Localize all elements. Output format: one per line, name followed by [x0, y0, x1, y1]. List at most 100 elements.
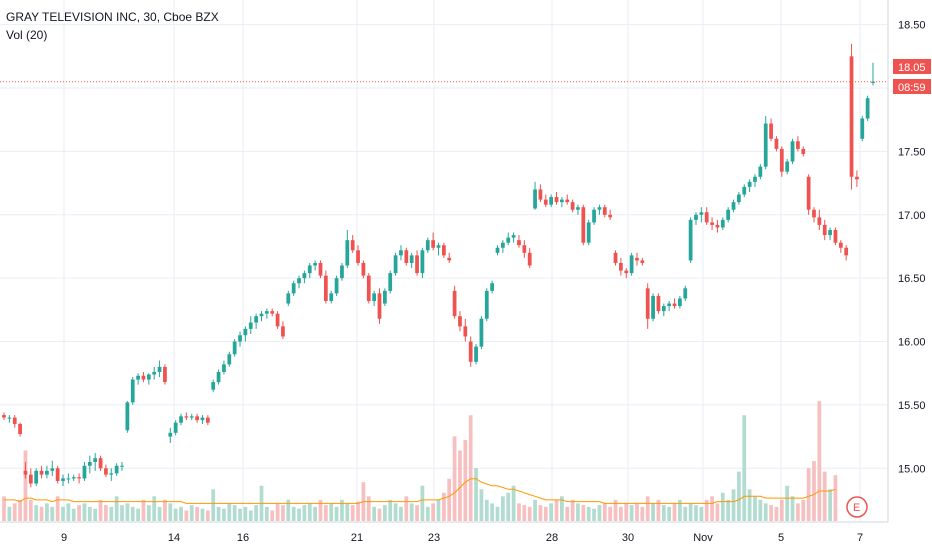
candle-body [844, 247, 849, 256]
last-price-tag-bg [893, 59, 931, 74]
volume-bar [602, 503, 607, 521]
volume-bar [179, 506, 183, 521]
volume-bar [538, 505, 543, 521]
volume-bar [576, 503, 580, 521]
volume-bar [570, 499, 575, 521]
candle-body [205, 417, 210, 423]
candle-body [458, 316, 462, 327]
volume-bar [297, 508, 301, 521]
candle-body [323, 275, 328, 301]
candle-body [742, 186, 747, 195]
volume-bar [581, 505, 586, 521]
candle-body [710, 222, 714, 225]
volume-bar [790, 496, 795, 521]
candle-body [645, 288, 650, 319]
candle-body [833, 230, 838, 243]
candle-body [479, 318, 484, 347]
volume-bars [2, 401, 838, 521]
volume-bar [527, 506, 532, 521]
volume-bar [812, 461, 816, 521]
volume-bar [763, 503, 768, 521]
volume-bar [71, 508, 76, 521]
earnings-icon[interactable] [846, 496, 868, 518]
volume-bar [415, 505, 419, 521]
candle-body [581, 207, 586, 243]
candle-body [318, 262, 323, 276]
x-tick-label: 7 [857, 532, 863, 544]
volume-bar [720, 492, 725, 521]
volume-bar [340, 499, 344, 521]
candle-body [425, 240, 430, 251]
candle-body [281, 326, 285, 337]
volume-bar [399, 506, 403, 521]
candle-body [801, 148, 806, 154]
candle-body [769, 123, 773, 139]
candle-body [200, 417, 205, 421]
candle-body [334, 278, 339, 294]
volume-bar [420, 485, 425, 521]
candle-body [136, 375, 140, 380]
volume-bar [441, 492, 446, 521]
candle-body [543, 199, 548, 205]
candle-body [720, 219, 725, 228]
volume-bar [264, 506, 269, 521]
volume-bar [286, 499, 291, 521]
candle-body [125, 402, 130, 431]
candle-body [624, 270, 629, 274]
volume-bar [801, 499, 806, 521]
volume-bar [393, 503, 398, 521]
volume-bar [114, 496, 119, 521]
volume-bar [425, 506, 430, 521]
time-axis[interactable]: 9 14 16 21 23 28 30 Nov 5 7 [0, 521, 888, 544]
candle-body [538, 189, 543, 200]
candlestick-series [2, 43, 875, 488]
candle-body [302, 273, 307, 279]
candle-body [350, 240, 355, 251]
grid-lines [0, 0, 887, 522]
candle-body [168, 432, 173, 437]
volume-bar [152, 496, 157, 521]
candle-body [313, 262, 318, 266]
candle-body [586, 222, 591, 243]
candle-body [173, 422, 178, 433]
volume-bar [291, 506, 296, 521]
volume-bar [688, 503, 693, 521]
candle-body [500, 242, 505, 248]
candle-body [340, 265, 344, 279]
volume-bar [774, 506, 779, 521]
candle-body [570, 202, 575, 210]
candle-body [297, 278, 301, 284]
volume-bar [737, 471, 741, 521]
volume-bar [275, 503, 280, 521]
volume-bar [232, 505, 237, 521]
volume-indicator-label[interactable]: Vol (20) [6, 28, 48, 42]
volume-bar [248, 510, 253, 521]
symbol-title[interactable]: GRAY TELEVISION INC, 30, Cboe BZX [6, 10, 219, 24]
candle-body [361, 262, 366, 276]
candle-body [431, 240, 436, 248]
volume-bar [817, 401, 822, 521]
candle-body [372, 293, 377, 301]
earnings-marker[interactable]: E [846, 496, 868, 518]
candle-body [726, 209, 731, 220]
candle-body [248, 322, 253, 329]
volume-bar [45, 503, 49, 521]
candle-body [822, 224, 827, 236]
volume-bar [447, 478, 452, 521]
volume-bar [50, 506, 55, 521]
candle-body [82, 465, 87, 479]
candle-body [409, 255, 414, 263]
volume-bar [549, 503, 554, 521]
candle-body [592, 209, 596, 223]
volume-bar [388, 499, 393, 521]
candle-body [275, 313, 280, 327]
volume-bar [329, 503, 334, 521]
volume-bar [356, 501, 360, 521]
candle-body [871, 81, 875, 83]
candle-body [18, 423, 22, 435]
volume-bar [302, 505, 307, 521]
candle-body [490, 283, 495, 291]
